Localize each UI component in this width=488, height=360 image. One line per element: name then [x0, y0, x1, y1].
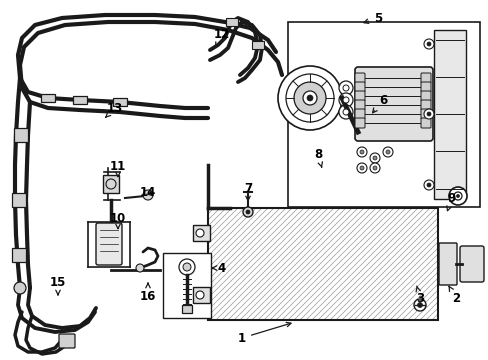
FancyBboxPatch shape	[354, 118, 364, 128]
Circle shape	[342, 85, 348, 91]
Text: 13: 13	[105, 102, 123, 117]
Circle shape	[359, 166, 363, 170]
Circle shape	[356, 163, 366, 173]
Text: 14: 14	[140, 185, 156, 198]
Circle shape	[342, 97, 348, 103]
FancyBboxPatch shape	[12, 193, 26, 207]
Circle shape	[369, 163, 379, 173]
Circle shape	[293, 82, 325, 114]
Circle shape	[243, 207, 252, 217]
FancyBboxPatch shape	[420, 118, 430, 128]
FancyBboxPatch shape	[459, 246, 483, 282]
FancyBboxPatch shape	[96, 223, 122, 265]
FancyBboxPatch shape	[420, 73, 430, 83]
Circle shape	[183, 263, 191, 271]
FancyBboxPatch shape	[41, 94, 55, 102]
Circle shape	[369, 153, 379, 163]
Bar	[433, 30, 465, 199]
Text: 16: 16	[140, 283, 156, 302]
FancyBboxPatch shape	[354, 91, 364, 101]
Bar	[193, 225, 209, 241]
Circle shape	[448, 187, 466, 205]
FancyBboxPatch shape	[73, 96, 87, 104]
FancyBboxPatch shape	[354, 100, 364, 110]
Circle shape	[303, 91, 316, 105]
Circle shape	[372, 166, 376, 170]
Text: 3: 3	[415, 286, 423, 305]
Circle shape	[413, 299, 425, 311]
Bar	[193, 287, 209, 303]
Circle shape	[136, 264, 143, 272]
Circle shape	[196, 291, 203, 299]
FancyBboxPatch shape	[113, 98, 127, 106]
Circle shape	[426, 112, 430, 116]
Bar	[163, 253, 210, 318]
Circle shape	[285, 74, 333, 122]
Circle shape	[453, 192, 461, 200]
FancyBboxPatch shape	[420, 109, 430, 119]
FancyBboxPatch shape	[438, 243, 456, 285]
Circle shape	[385, 150, 389, 154]
FancyBboxPatch shape	[354, 67, 432, 141]
FancyBboxPatch shape	[251, 41, 264, 49]
Bar	[103, 175, 119, 193]
Circle shape	[382, 147, 392, 157]
Text: 15: 15	[50, 275, 66, 295]
Circle shape	[338, 81, 352, 95]
Bar	[207, 208, 437, 320]
FancyBboxPatch shape	[354, 109, 364, 119]
FancyBboxPatch shape	[225, 18, 238, 26]
FancyBboxPatch shape	[12, 248, 26, 262]
FancyBboxPatch shape	[420, 82, 430, 92]
Text: 8: 8	[313, 148, 322, 167]
Circle shape	[306, 95, 312, 101]
FancyBboxPatch shape	[354, 82, 364, 92]
FancyBboxPatch shape	[354, 73, 364, 83]
Circle shape	[338, 93, 352, 107]
Circle shape	[245, 210, 249, 214]
FancyBboxPatch shape	[182, 305, 192, 313]
FancyBboxPatch shape	[59, 334, 75, 348]
FancyBboxPatch shape	[420, 100, 430, 110]
Text: 7: 7	[244, 181, 251, 201]
Circle shape	[359, 150, 363, 154]
Circle shape	[338, 105, 352, 119]
Text: 5: 5	[363, 12, 381, 24]
Circle shape	[106, 179, 116, 189]
Circle shape	[142, 190, 153, 200]
Text: 11: 11	[110, 159, 126, 177]
Text: 1: 1	[238, 322, 290, 345]
Circle shape	[423, 180, 433, 190]
Circle shape	[356, 147, 366, 157]
Circle shape	[456, 194, 459, 198]
Text: 2: 2	[448, 286, 459, 305]
Text: 6: 6	[372, 94, 386, 113]
Circle shape	[372, 156, 376, 160]
Text: 9: 9	[446, 192, 455, 211]
Circle shape	[196, 229, 203, 237]
Bar	[287, 22, 479, 207]
Circle shape	[423, 109, 433, 119]
Circle shape	[342, 109, 348, 115]
Circle shape	[426, 42, 430, 46]
Circle shape	[179, 259, 195, 275]
Circle shape	[426, 183, 430, 187]
FancyBboxPatch shape	[420, 91, 430, 101]
Circle shape	[417, 302, 422, 307]
Bar	[207, 208, 437, 320]
FancyBboxPatch shape	[14, 128, 28, 142]
Circle shape	[278, 66, 341, 130]
Text: 10: 10	[110, 211, 126, 229]
Text: 12: 12	[213, 28, 230, 47]
Text: 4: 4	[212, 261, 225, 274]
Circle shape	[423, 39, 433, 49]
Circle shape	[14, 282, 26, 294]
